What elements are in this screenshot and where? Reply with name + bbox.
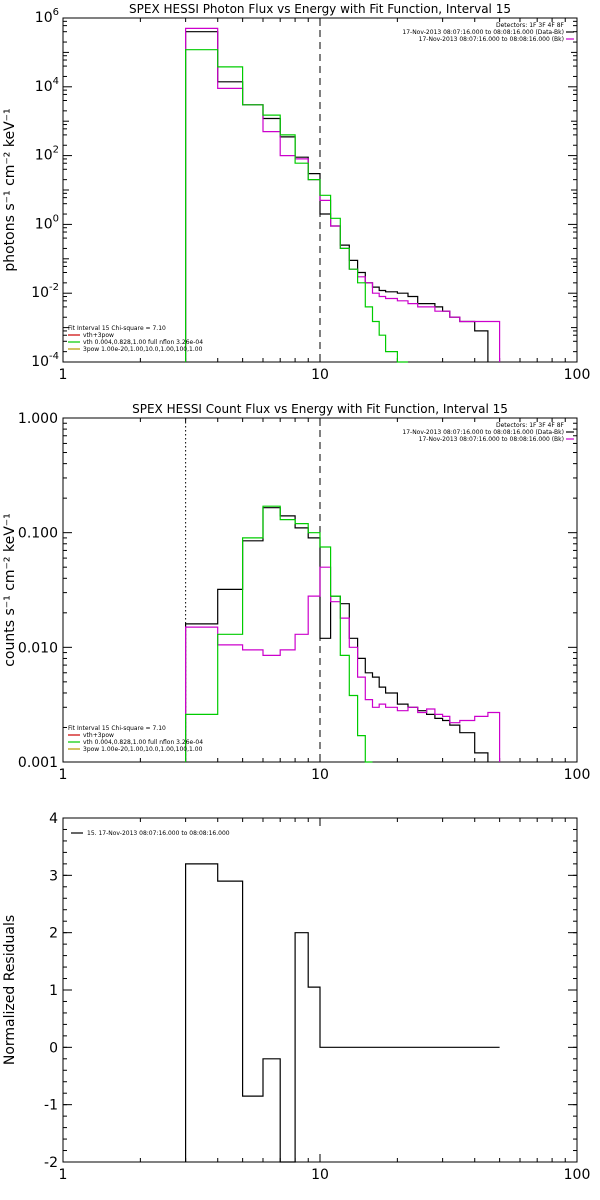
y-axis-label: Normalized Residuals	[2, 915, 18, 1065]
x-tick-label: 100	[564, 1167, 591, 1183]
legend-right-text: Detectors: 1F 3F 4F 8F	[496, 22, 565, 29]
series-line-3	[185, 49, 408, 363]
legend-right-text: 17-Nov-2013 08:07:16.000 to 08:08:16.000…	[419, 36, 564, 43]
x-tick-label: 100	[564, 767, 591, 783]
chart-title: SPEX HESSI Count Flux vs Energy with Fit…	[132, 402, 508, 416]
y-tick-label: 100	[35, 213, 59, 232]
y-tick-base: 10	[31, 285, 49, 301]
y-axis-label: photons s⁻¹ cm⁻² keV⁻¹	[2, 108, 18, 271]
y-tick-label: 10-4	[31, 351, 59, 370]
legend-left-text: 15. 17-Nov-2013 08:07:16.000 to 08:08:16…	[87, 830, 230, 837]
series-line-1	[185, 863, 500, 1163]
legend-left-text: vth+3pow	[83, 732, 114, 739]
x-tick-label: 10	[311, 1167, 329, 1183]
legend-right-text: 17-Nov-2013 08:07:16.000 to 08:08:16.000…	[402, 429, 564, 436]
legend-left-text: vth 0.004,0.828,1.00 full nflon 3.26e-04	[83, 339, 203, 346]
y-tick-exponent: -4	[49, 351, 59, 362]
x-tick-label: 1	[59, 1167, 68, 1183]
x-tick-label: 10	[311, 367, 329, 383]
legend-right-text: 17-Nov-2013 08:07:16.000 to 08:08:16.000…	[402, 29, 564, 36]
y-tick-exponent: 6	[53, 7, 59, 18]
y-tick-label: 0.100	[18, 526, 58, 542]
y-tick-label: -1	[44, 1098, 58, 1114]
legend-left-text: vth+3pow	[83, 332, 114, 339]
y-tick-label: 0.010	[18, 640, 58, 656]
y-axis-label: counts s⁻¹ cm⁻² keV⁻¹	[2, 513, 18, 667]
legend-right-text: 17-Nov-2013 08:07:16.000 to 08:08:16.000…	[419, 436, 564, 443]
y-tick-exponent: -2	[49, 282, 59, 293]
series-line-2	[185, 566, 501, 762]
y-tick-exponent: 2	[53, 145, 59, 156]
legend-left-text: vth 0.004,0.828,1.00 full nflon 3.26e-04	[83, 739, 203, 746]
panel-1: SPEX HESSI Photon Flux vs Energy with Fi…	[2, 2, 590, 383]
series-line-3	[185, 505, 373, 763]
legend-left-text: 3pow 1.00e-20,1.00,10.0,1.00,100,1.00	[83, 746, 203, 753]
y-tick-label: 106	[35, 7, 59, 26]
y-tick-exponent: 4	[53, 76, 59, 87]
y-tick-label: -2	[44, 1155, 58, 1171]
chart-title: SPEX HESSI Photon Flux vs Energy with Fi…	[129, 2, 511, 16]
y-tick-label: 0.001	[18, 755, 58, 771]
legend-left-text: Fit Interval 15 Chi-square = 7.10	[68, 325, 166, 332]
x-tick-label: 1	[59, 367, 68, 383]
series-line-2	[185, 27, 501, 362]
y-tick-base: 10	[35, 148, 53, 164]
y-tick-base: 10	[35, 79, 53, 95]
y-tick-label: 104	[35, 76, 59, 95]
y-tick-label: 0	[49, 1040, 58, 1056]
y-tick-exponent: 0	[53, 213, 59, 224]
x-tick-label: 1	[59, 767, 68, 783]
legend-right-text: Detectors: 1F 3F 4F 8F	[496, 422, 565, 429]
y-tick-base: 10	[35, 216, 53, 232]
y-tick-label: 4	[49, 811, 58, 827]
panel-2: SPEX HESSI Count Flux vs Energy with Fit…	[2, 402, 590, 783]
y-tick-base: 10	[31, 354, 49, 370]
panel-3: 1 10 100 -2 -1 0 1 2 3 4 Normalized Residuals 15. 1…	[2, 811, 590, 1183]
y-tick-label: 2	[49, 926, 58, 942]
series-line-1	[185, 31, 489, 362]
y-tick-label: 102	[35, 145, 59, 164]
x-tick-label: 100	[564, 367, 591, 383]
y-tick-label: 3	[49, 868, 58, 884]
y-tick-base: 10	[35, 10, 53, 26]
legend-left-text: 3pow 1.00e-20,1.00,10.0,1.00,100,1.00	[83, 346, 203, 353]
legend-left-text: Fit Interval 15 Chi-square = 7.10	[68, 725, 166, 732]
y-tick-label: 10-2	[31, 282, 59, 301]
y-tick-label: 1	[49, 983, 58, 999]
x-tick-label: 10	[311, 767, 329, 783]
y-tick-label: 1.000	[18, 411, 58, 427]
